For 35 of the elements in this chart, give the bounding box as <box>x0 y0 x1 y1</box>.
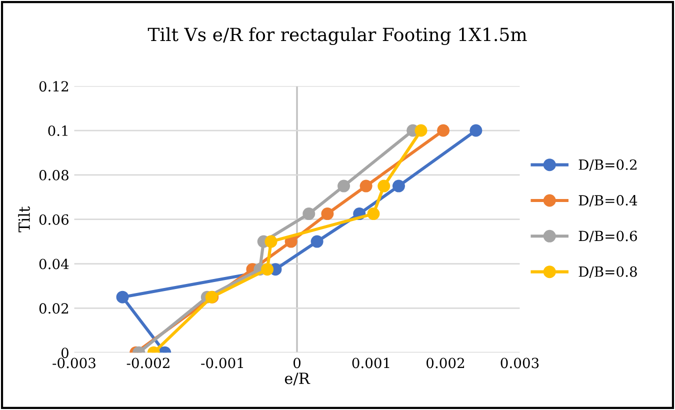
point <box>414 124 428 137</box>
x-tick-label: -0.001 <box>201 358 244 368</box>
y-tick-label: 0.02 <box>39 303 68 314</box>
point <box>116 290 129 304</box>
legend-label: D/B=0.8 <box>578 266 637 278</box>
x-tick-label: 0.003 <box>500 358 539 368</box>
y-tick-label: 0.06 <box>39 214 69 225</box>
y-tick-label: 0.12 <box>39 81 68 92</box>
y-axis-title: Tilt <box>18 206 30 232</box>
point <box>470 124 482 137</box>
point <box>437 124 450 137</box>
point <box>321 208 334 220</box>
point <box>264 235 278 248</box>
y-tick-label: 0.1 <box>48 125 68 136</box>
x-tick-label: -0.002 <box>126 358 170 368</box>
point <box>392 180 405 192</box>
point <box>338 180 350 192</box>
point <box>302 208 316 220</box>
point <box>360 180 372 192</box>
legend-label: D/B=0.6 <box>578 230 637 242</box>
y-tick-label: 0.08 <box>39 170 68 180</box>
x-tick-label: -0.003 <box>52 358 96 368</box>
point <box>310 235 324 248</box>
x-axis-title: e/R <box>284 372 310 386</box>
y-tick-label: 0.04 <box>39 258 69 270</box>
point <box>367 208 380 220</box>
chart-title: Tilt Vs e/R for rectagular Footing 1X1.5m <box>148 27 527 46</box>
point <box>378 180 390 192</box>
legend-label: D/B=0.4 <box>578 195 638 207</box>
y-tick-label: 0 <box>61 348 68 358</box>
x-tick-label: 0.001 <box>352 358 390 368</box>
x-tick-label: 0 <box>293 358 300 368</box>
x-tick-label: 0.002 <box>426 358 464 368</box>
legend-label: D/B=0.2 <box>578 159 636 171</box>
point <box>261 263 274 276</box>
